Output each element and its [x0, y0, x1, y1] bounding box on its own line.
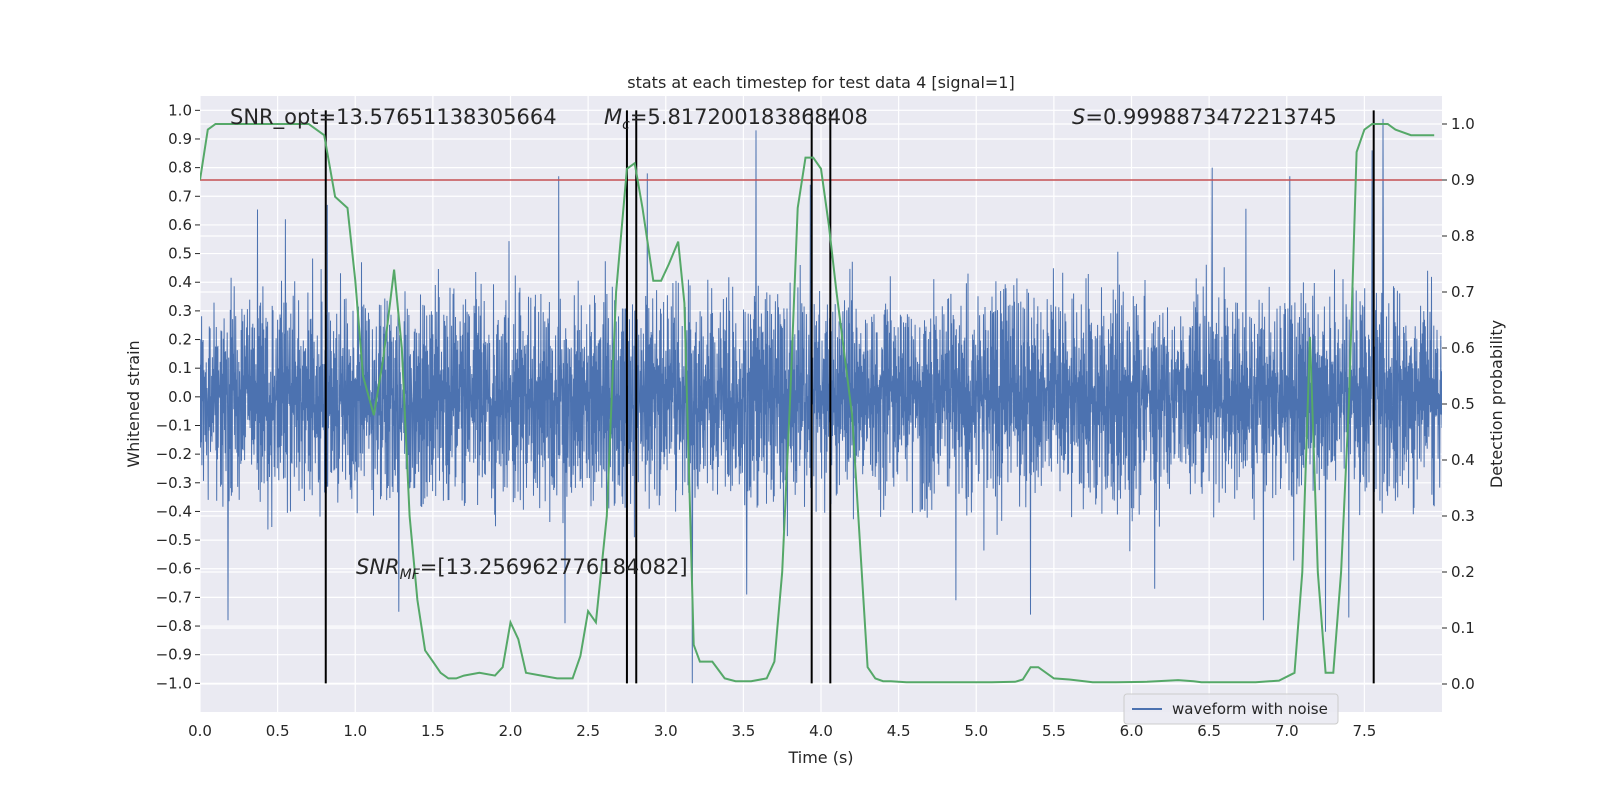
y-right-tick-label: 0.1	[1451, 619, 1475, 637]
x-axis-ticks: 0.0 0.5 1.0 1.5 2.0 2.5 3.0 3.5 4.0 4.5 5.0 5.5 6.0 6…	[188, 722, 1376, 740]
y-right-axis-label: Detection probability	[1487, 320, 1506, 488]
y-left-tick-label: 0.7	[168, 187, 192, 205]
annotation-mc-symbol: M	[604, 105, 622, 129]
chart-title: stats at each timestep for test data 4 […	[627, 73, 1014, 92]
x-tick-label: 3.5	[731, 722, 755, 740]
legend: waveform with noise	[1123, 693, 1339, 725]
x-tick-label: 4.5	[887, 722, 911, 740]
x-tick-label: 0.0	[188, 722, 212, 740]
legend-box	[1123, 693, 1339, 725]
annotation-mc: Mc=5.817200183868408	[604, 105, 868, 133]
y-left-tick-label: −0.8	[156, 617, 192, 635]
annotation-snr-mf-sub: MF	[400, 567, 421, 583]
y-left-tick-label: 0.1	[168, 359, 192, 377]
y-right-tick-label: 0.2	[1451, 563, 1475, 581]
annotation-s: S=0.9998873472213745	[1072, 105, 1337, 129]
y-right-tick-label: 0.9	[1451, 171, 1475, 189]
y-right-axis-ticks: 1.0 0.9 0.8 0.7 0.6 0.5 0.4 0.3 0.2 0.1 0.0	[1442, 115, 1475, 693]
y-left-tick-label: −0.3	[156, 474, 192, 492]
y-right-tick-label: 0.0	[1451, 675, 1475, 693]
x-tick-label: 4.0	[809, 722, 833, 740]
y-left-tick-label: −0.9	[156, 646, 192, 664]
annotation-snr-mf-symbol: SNR	[356, 555, 400, 579]
y-left-tick-label: 0.0	[168, 388, 192, 406]
x-tick-label: 5.0	[964, 722, 988, 740]
y-left-axis-ticks: 1.0 0.9 0.8 0.7 0.6 0.5 0.4 0.3 0.2 0.1 0.0 −0.1 −0.…	[156, 101, 200, 692]
y-right-tick-label: 0.6	[1451, 339, 1475, 357]
annotation-s-value: =0.9998873472213745	[1085, 105, 1336, 129]
annotation-snr-mf-value: =[13.256962776184082]	[420, 555, 688, 579]
y-left-tick-label: −0.5	[156, 531, 192, 549]
x-tick-label: 6.0	[1120, 722, 1144, 740]
y-left-tick-label: 0.5	[168, 245, 192, 263]
x-tick-label: 2.0	[499, 722, 523, 740]
y-left-tick-label: 0.8	[168, 159, 192, 177]
y-right-tick-label: 0.8	[1451, 227, 1475, 245]
x-tick-label: 6.5	[1197, 722, 1221, 740]
y-left-tick-label: −0.2	[156, 445, 192, 463]
y-right-tick-label: 0.3	[1451, 507, 1475, 525]
annotation-snr-opt: SNR_opt=13.57651138305664	[230, 105, 557, 130]
y-left-tick-label: −0.4	[156, 502, 192, 520]
event-markers	[324, 110, 1375, 684]
legend-entry-label: waveform with noise	[1172, 700, 1328, 718]
annotation-s-symbol: S	[1072, 105, 1085, 129]
annotation-mc-value: =5.817200183868408	[630, 105, 868, 129]
x-tick-label: 3.0	[654, 722, 678, 740]
y-left-tick-label: 0.2	[168, 331, 192, 349]
y-right-tick-label: 0.7	[1451, 283, 1475, 301]
y-right-tick-label: 0.4	[1451, 451, 1475, 469]
y-right-tick-label: 0.5	[1451, 395, 1475, 413]
x-tick-label: 1.0	[343, 722, 367, 740]
y-left-tick-label: −0.1	[156, 416, 192, 434]
y-right-tick-label: 1.0	[1451, 115, 1475, 133]
x-tick-label: 5.5	[1042, 722, 1066, 740]
y-left-axis-label: Whitened strain	[124, 340, 143, 467]
x-tick-label: 1.5	[421, 722, 445, 740]
x-tick-label: 0.5	[266, 722, 290, 740]
y-left-tick-label: −0.6	[156, 560, 192, 578]
x-tick-label: 2.5	[576, 722, 600, 740]
y-left-tick-label: 0.6	[168, 216, 192, 234]
annotation-snr-mf: SNRMF=[13.256962776184082]	[356, 555, 688, 583]
annotation-mc-sub: c	[622, 117, 630, 133]
probability-series-line	[200, 123, 1435, 684]
x-axis-label: Time (s)	[787, 748, 853, 767]
x-tick-label: 7.5	[1352, 722, 1376, 740]
y-left-tick-label: −1.0	[156, 674, 192, 692]
y-left-tick-label: 0.4	[168, 273, 192, 291]
y-left-tick-label: 1.0	[168, 101, 192, 119]
y-left-tick-label: 0.9	[168, 130, 192, 148]
y-left-tick-label: 0.3	[168, 302, 192, 320]
y-left-tick-label: −0.7	[156, 588, 192, 606]
x-tick-label: 7.0	[1275, 722, 1299, 740]
